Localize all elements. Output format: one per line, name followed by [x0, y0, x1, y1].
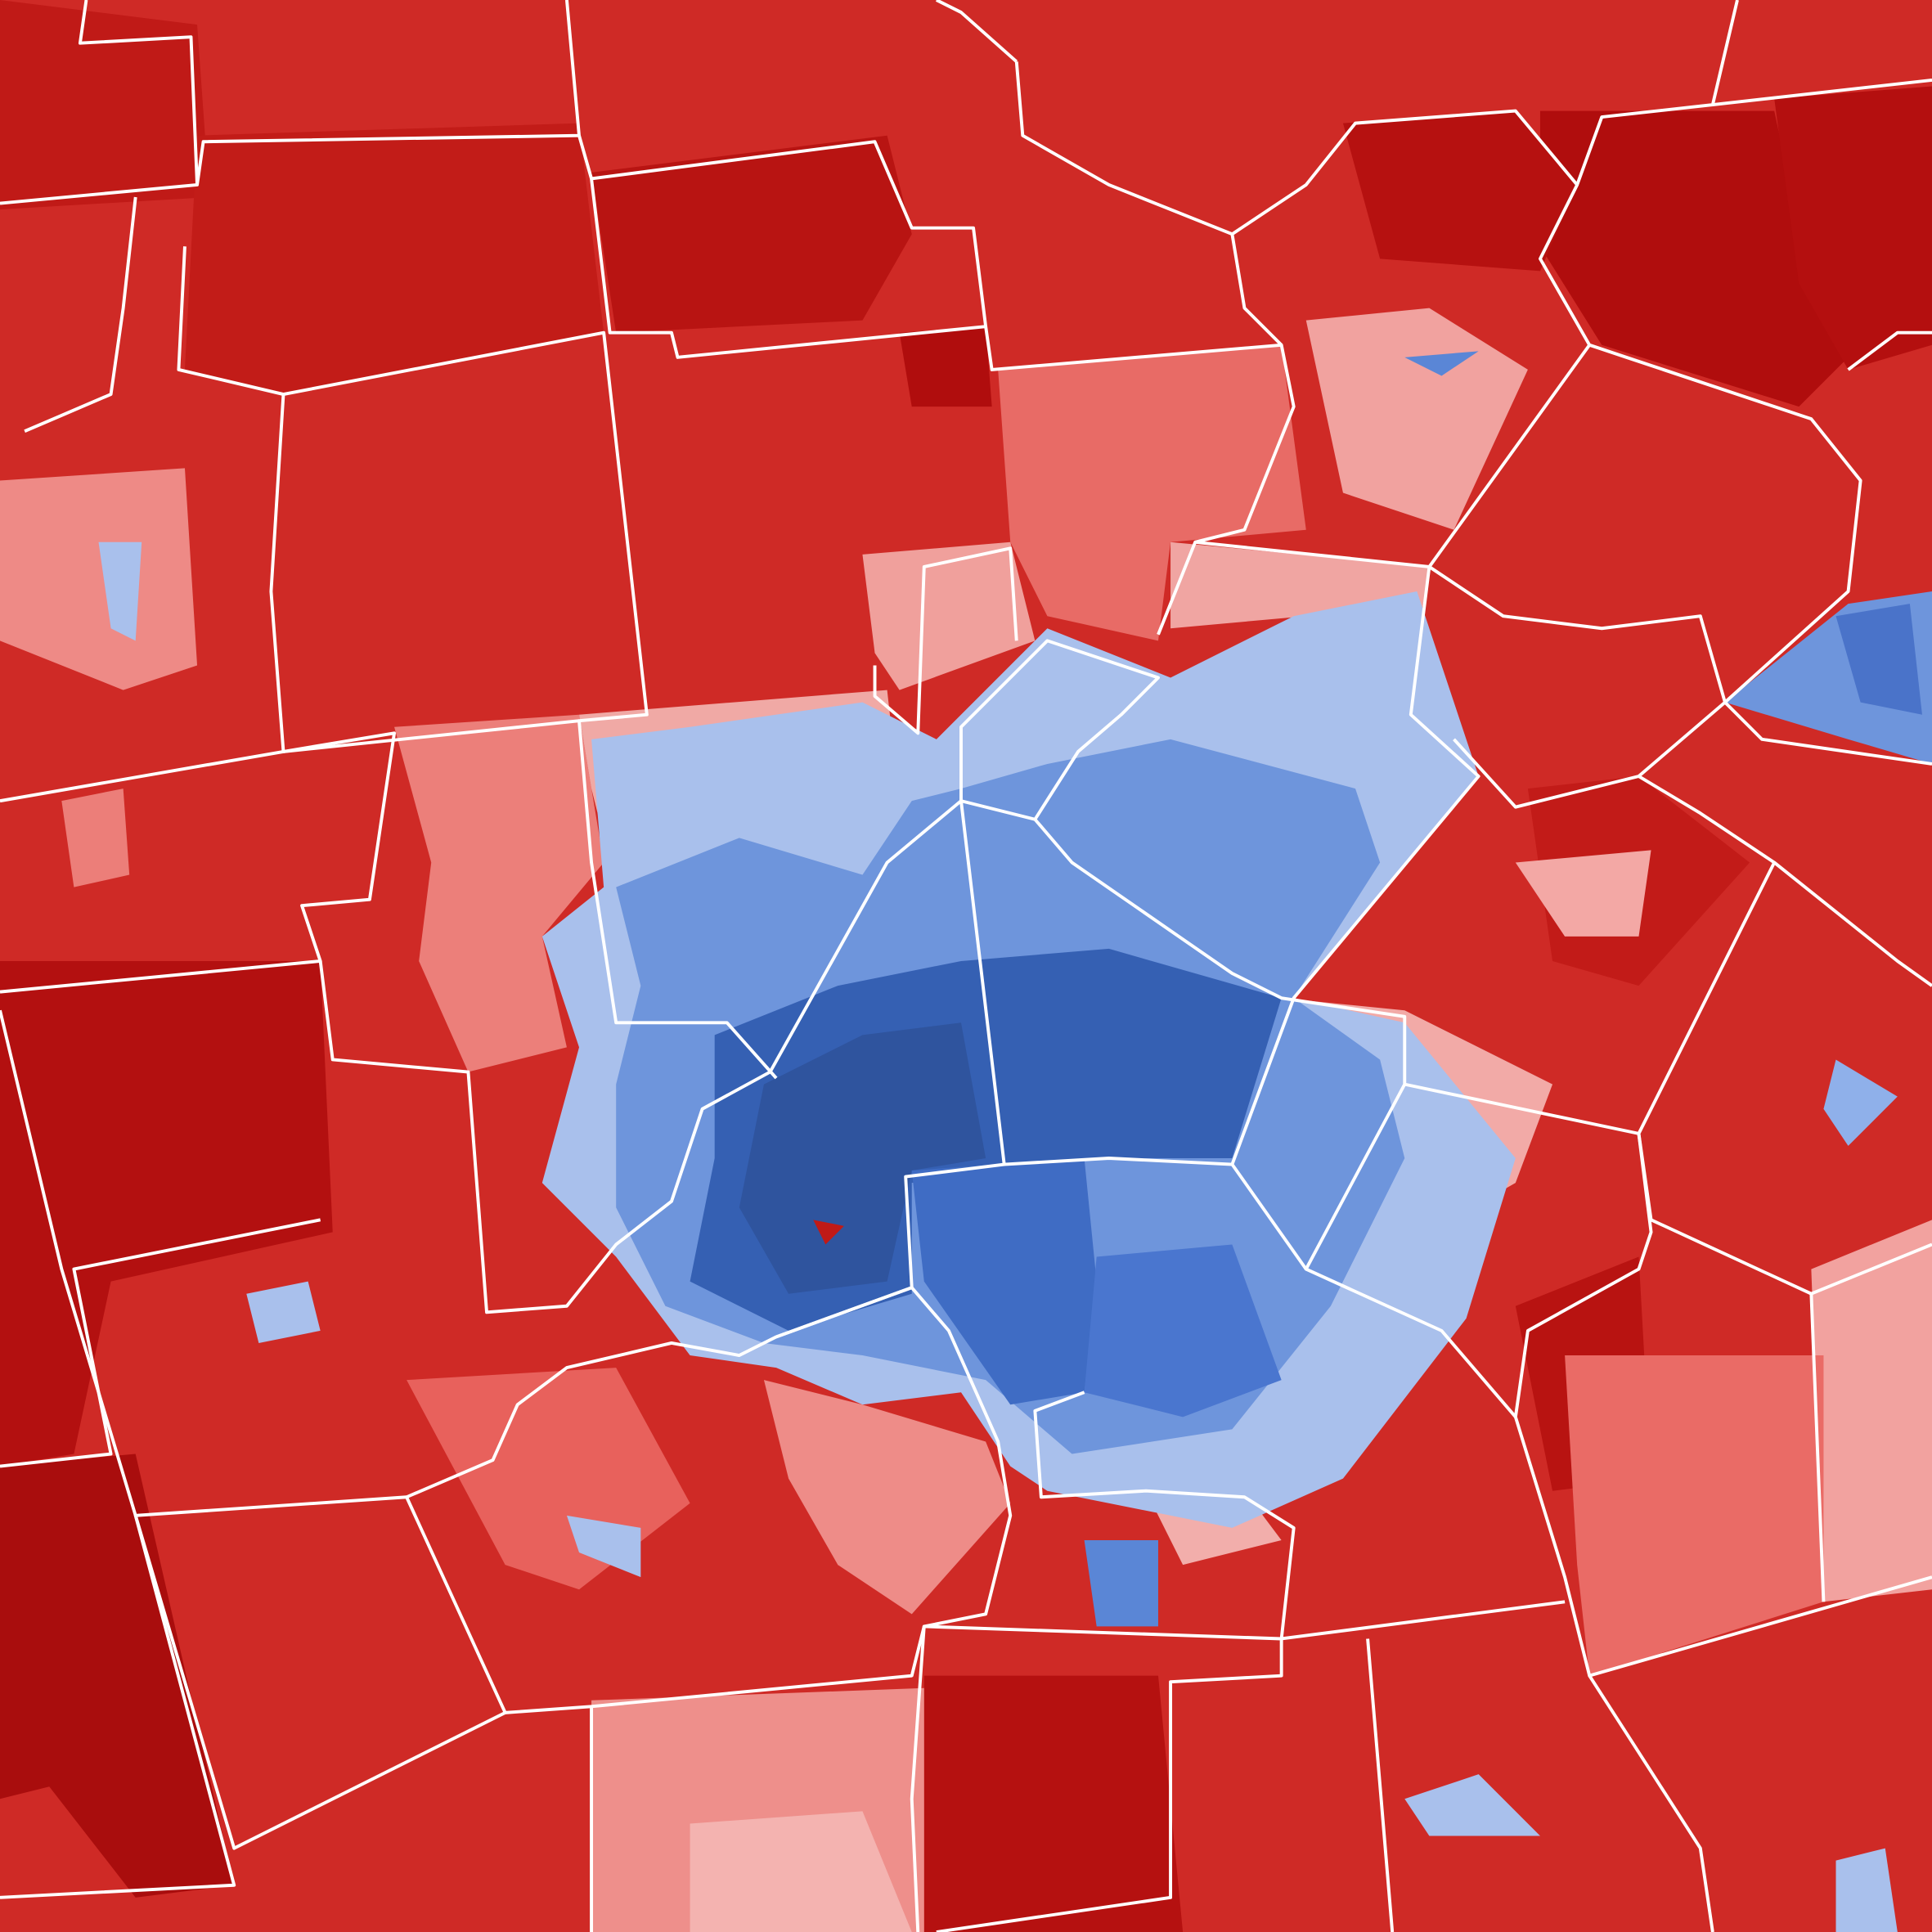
region — [813, 1220, 844, 1245]
region — [1835, 1848, 1898, 1932]
county-line — [133, 1495, 507, 1850]
region — [998, 344, 1306, 641]
region — [566, 1515, 641, 1578]
county-line — [775, 1286, 1013, 1932]
region — [591, 135, 912, 333]
region — [1811, 1220, 1932, 1602]
region — [1835, 604, 1922, 715]
county-line — [1014, 0, 1739, 236]
county-line — [1809, 1293, 1826, 1602]
county-line — [1305, 1267, 1517, 1418]
region — [739, 1022, 986, 1294]
county-line — [1712, 78, 1932, 106]
region — [0, 468, 198, 690]
county-line — [1638, 775, 1932, 987]
county-line — [195, 0, 581, 186]
region — [98, 541, 142, 641]
county-line — [177, 246, 778, 1080]
region — [1515, 850, 1651, 937]
county-line — [1588, 1674, 1714, 1932]
region — [1565, 1355, 1824, 1676]
county-line — [24, 196, 137, 434]
county-line — [1230, 233, 1283, 347]
county-line — [873, 546, 1018, 735]
region — [0, 0, 210, 210]
county-line — [1539, 184, 1591, 346]
county-line — [935, 0, 1018, 63]
region — [1084, 1539, 1158, 1627]
region — [184, 123, 604, 395]
county-line — [0, 0, 199, 205]
county-line — [1033, 1391, 1566, 1641]
region — [1774, 86, 1932, 370]
county-line — [318, 639, 1160, 1499]
county-line — [1004, 818, 1407, 1271]
county-line — [0, 1218, 321, 1468]
blue-areas — [98, 351, 1932, 1932]
county-line — [1366, 1638, 1395, 1932]
county-line — [1428, 565, 1932, 766]
region — [1305, 308, 1528, 530]
region — [911, 1157, 1097, 1405]
region — [862, 541, 1036, 690]
region — [1404, 351, 1479, 376]
region — [1342, 110, 1578, 272]
county-line — [577, 135, 988, 359]
county-line — [1194, 540, 1480, 1166]
county-line — [984, 326, 1296, 636]
region — [899, 326, 992, 407]
region — [394, 714, 604, 1072]
county-line — [0, 1009, 236, 1899]
region — [0, 1453, 235, 1898]
county-line — [1637, 861, 1932, 1296]
region — [690, 1811, 912, 1932]
region — [1539, 110, 1849, 407]
region — [1084, 1244, 1282, 1418]
county-line — [269, 393, 580, 753]
county-line — [505, 1624, 1283, 1932]
region — [923, 1675, 1184, 1932]
region — [61, 789, 130, 887]
region — [246, 1281, 321, 1343]
region — [1823, 1059, 1898, 1146]
county-line — [1427, 343, 1862, 809]
county-line — [1847, 330, 1932, 371]
region — [763, 1380, 1011, 1615]
region — [1404, 1774, 1540, 1836]
